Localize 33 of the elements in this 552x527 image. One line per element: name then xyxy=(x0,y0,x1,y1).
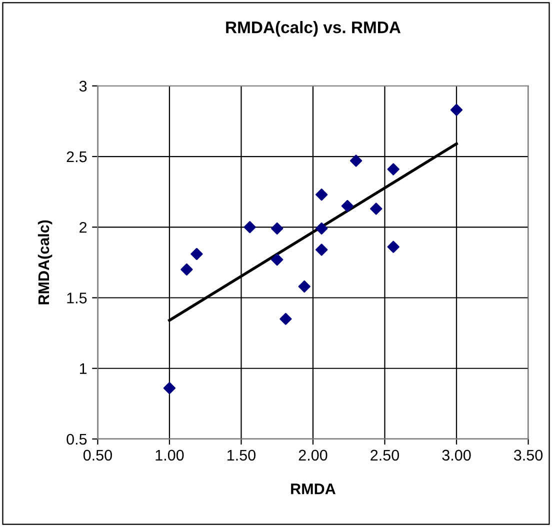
point xyxy=(387,163,400,176)
x-tick-label: 1.50 xyxy=(228,450,256,461)
y-tick-label: 1.5 xyxy=(67,292,87,304)
x-tick-label: 0.50 xyxy=(83,450,112,461)
x-axis-title: RMDA xyxy=(291,484,336,494)
chart-title: RMDA(calc) vs. RMDA xyxy=(226,21,401,37)
x-tick-label: 1.00 xyxy=(156,450,184,461)
point xyxy=(370,202,382,215)
y-axis-title: RMDA(calc) xyxy=(38,220,52,304)
point xyxy=(271,222,284,235)
point xyxy=(280,312,292,326)
point xyxy=(387,240,400,253)
x-tick-label: 3.50 xyxy=(514,450,543,461)
y-tick-label: 2 xyxy=(80,222,87,233)
x-tick-label: 2.50 xyxy=(370,450,400,461)
point xyxy=(350,154,362,167)
y-tick-label: 2.5 xyxy=(66,151,87,162)
y-tick-label: 0.5 xyxy=(66,434,87,445)
point xyxy=(298,280,310,293)
point xyxy=(341,200,354,212)
point xyxy=(163,382,176,394)
point xyxy=(190,248,203,260)
y-tick-label: 1 xyxy=(80,363,87,374)
point xyxy=(271,254,284,266)
x-tick-label: 2.00 xyxy=(298,450,328,461)
point xyxy=(316,188,328,201)
point xyxy=(450,104,463,116)
y-tick-label: 3 xyxy=(79,80,87,92)
point xyxy=(316,222,328,235)
point xyxy=(180,263,193,276)
x-tick-label: 3.00 xyxy=(442,450,471,461)
point xyxy=(244,221,256,234)
point xyxy=(316,244,328,256)
